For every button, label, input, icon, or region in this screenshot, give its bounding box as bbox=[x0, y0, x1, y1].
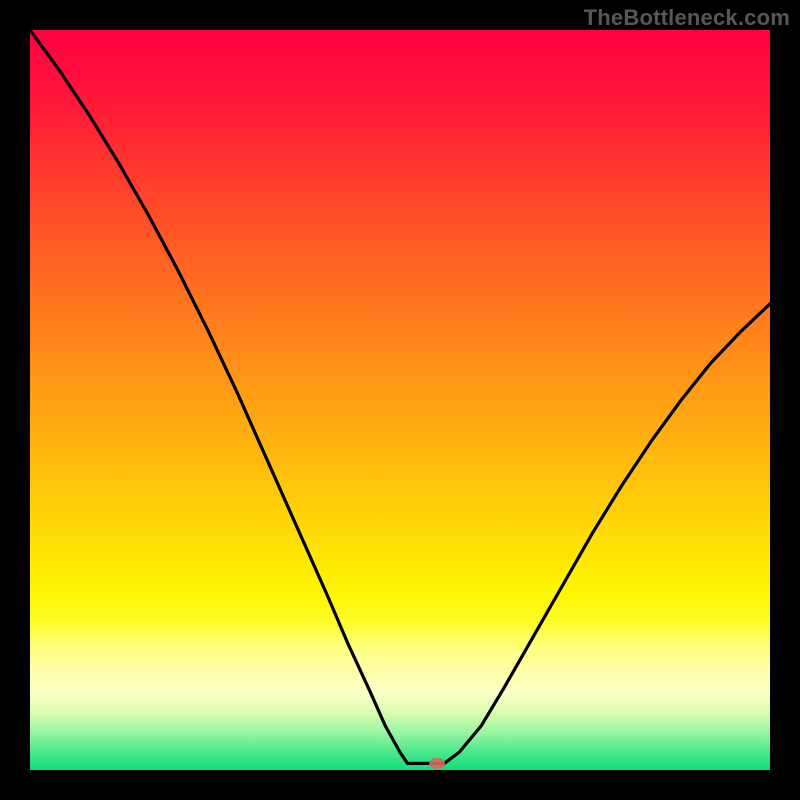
gradient-background bbox=[30, 30, 770, 770]
plot-area bbox=[30, 30, 770, 770]
chart-svg bbox=[30, 30, 770, 770]
chart-frame: TheBottleneck.com bbox=[0, 0, 800, 800]
min-marker bbox=[429, 758, 445, 769]
watermark-text: TheBottleneck.com bbox=[584, 5, 790, 31]
